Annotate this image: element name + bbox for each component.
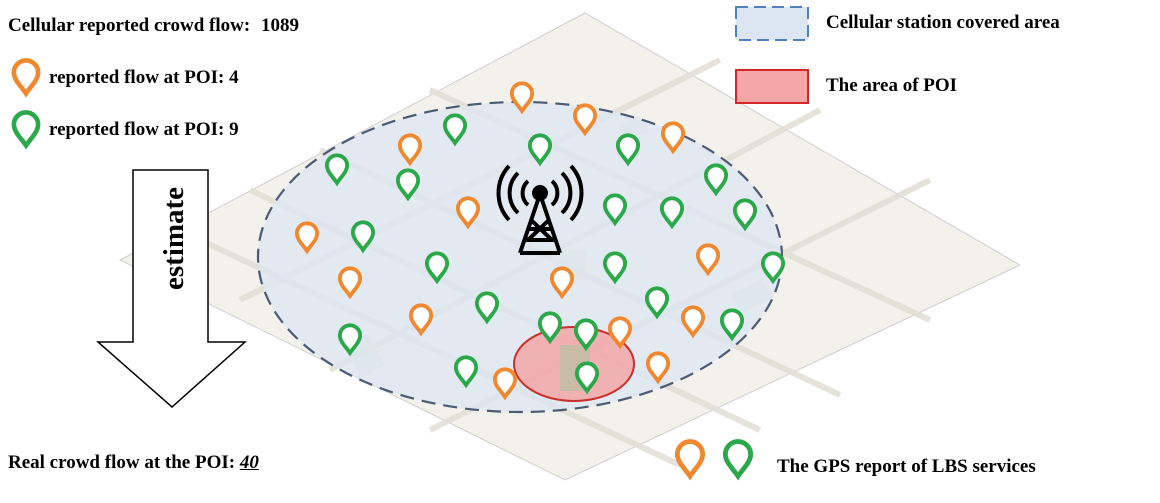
legend-covered-swatch xyxy=(735,6,809,41)
green-report-label: reported flow at POI: xyxy=(49,119,225,140)
green-report-value: 9 xyxy=(229,119,239,140)
legend-orange-pin-icon xyxy=(677,442,702,477)
legend-covered-label: Cellular station covered area xyxy=(826,12,1060,33)
orange-report-value: 4 xyxy=(229,67,239,88)
legend-poi-swatch xyxy=(735,69,809,104)
real-flow-line: Real crowd flow at the POI: 40 xyxy=(8,452,259,474)
real-flow-value: 40 xyxy=(239,452,259,473)
orange-report-line: reported flow at POI: 4 xyxy=(49,67,239,89)
legend-green-pin-icon xyxy=(725,442,750,477)
legend-poi-label: The area of POI xyxy=(826,75,958,96)
cellular-flow-label: Cellular reported crowd flow: xyxy=(8,15,251,36)
antenna-icon xyxy=(496,164,584,255)
legend-gps-label: The GPS report of LBS services xyxy=(777,456,1036,477)
estimate-arrow xyxy=(96,169,247,409)
cellular-flow-value: 1089 xyxy=(260,15,299,36)
orange-report-label: reported flow at POI: xyxy=(49,67,225,88)
cellular-flow-line: Cellular reported crowd flow: 1089 xyxy=(8,15,299,37)
green-pin-icon xyxy=(14,112,38,145)
real-flow-label: Real crowd flow at the POI: xyxy=(8,452,236,473)
orange-pin-icon xyxy=(14,60,38,93)
green-report-line: reported flow at POI: 9 xyxy=(49,119,239,141)
estimate-label: estimate xyxy=(158,187,190,290)
